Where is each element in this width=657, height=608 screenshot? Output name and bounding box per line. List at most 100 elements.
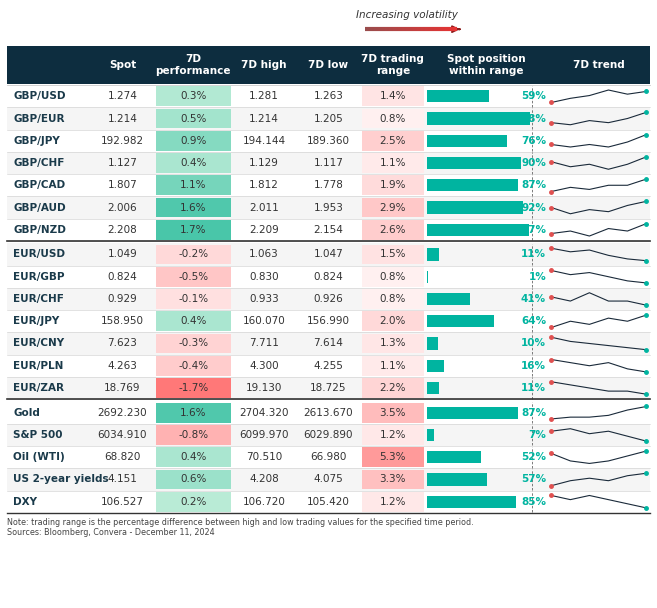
Text: 19.130: 19.130: [246, 383, 283, 393]
Text: 92%: 92%: [521, 202, 546, 213]
Bar: [362, 198, 424, 218]
Bar: [156, 267, 231, 286]
Text: 6029.890: 6029.890: [304, 430, 353, 440]
Bar: [156, 469, 231, 489]
Bar: [156, 86, 231, 106]
Bar: [7, 46, 650, 84]
Text: 0.6%: 0.6%: [180, 474, 206, 485]
Text: 68.820: 68.820: [104, 452, 141, 462]
Text: 1.214: 1.214: [249, 114, 279, 123]
Bar: [156, 447, 231, 467]
Bar: [427, 407, 518, 419]
Text: 1.117: 1.117: [313, 158, 344, 168]
Text: 0.824: 0.824: [313, 272, 344, 282]
Text: 2.154: 2.154: [313, 225, 344, 235]
Text: 1.778: 1.778: [313, 180, 344, 190]
Text: 1.049: 1.049: [108, 249, 137, 260]
Text: 7.614: 7.614: [313, 339, 344, 348]
Bar: [362, 109, 424, 128]
Text: 1.6%: 1.6%: [180, 202, 206, 213]
Bar: [362, 334, 424, 353]
Text: 7.711: 7.711: [249, 339, 279, 348]
Text: 0.9%: 0.9%: [180, 136, 206, 146]
Text: 85%: 85%: [521, 497, 546, 506]
Bar: [362, 425, 424, 445]
Text: 1.1%: 1.1%: [180, 180, 206, 190]
Text: 2.208: 2.208: [108, 225, 137, 235]
Text: 1%: 1%: [528, 272, 546, 282]
Bar: [7, 377, 650, 399]
Text: EUR/USD: EUR/USD: [13, 249, 65, 260]
Bar: [156, 220, 231, 240]
Bar: [362, 244, 424, 264]
Text: 2613.670: 2613.670: [304, 408, 353, 418]
Text: 0.933: 0.933: [249, 294, 279, 304]
Bar: [7, 243, 650, 266]
Bar: [362, 220, 424, 240]
Text: 4.075: 4.075: [313, 474, 344, 485]
Bar: [362, 402, 424, 423]
Text: 2.6%: 2.6%: [380, 225, 406, 235]
Bar: [156, 402, 231, 423]
Text: 192.982: 192.982: [101, 136, 144, 146]
Text: 7%: 7%: [528, 430, 546, 440]
Text: 0.8%: 0.8%: [380, 114, 406, 123]
Text: 6034.910: 6034.910: [98, 430, 147, 440]
Text: 4.151: 4.151: [108, 474, 137, 485]
Text: 57%: 57%: [521, 474, 546, 485]
Text: 1.281: 1.281: [249, 91, 279, 102]
Text: 7D low: 7D low: [308, 60, 349, 70]
Bar: [156, 425, 231, 445]
Text: 11%: 11%: [521, 249, 546, 260]
Bar: [7, 288, 650, 310]
Bar: [156, 289, 231, 309]
Text: 1.5%: 1.5%: [380, 249, 406, 260]
Text: 1.3%: 1.3%: [380, 339, 406, 348]
Text: US 2-year yields: US 2-year yields: [13, 474, 109, 485]
Text: 160.070: 160.070: [242, 316, 286, 326]
Bar: [427, 90, 489, 102]
Text: GBP/JPY: GBP/JPY: [13, 136, 60, 146]
Bar: [156, 153, 231, 173]
Text: 1.812: 1.812: [249, 180, 279, 190]
Text: 4.208: 4.208: [249, 474, 279, 485]
Text: 76%: 76%: [521, 136, 546, 146]
Text: 158.950: 158.950: [101, 316, 144, 326]
Text: Increasing volatility: Increasing volatility: [356, 10, 459, 20]
Text: Sources: Bloomberg, Convera - December 11, 2024: Sources: Bloomberg, Convera - December 1…: [7, 528, 214, 537]
Bar: [427, 201, 523, 213]
Text: 2704.320: 2704.320: [239, 408, 289, 418]
Bar: [156, 198, 231, 218]
Text: 1.7%: 1.7%: [180, 225, 206, 235]
Text: GBP/CAD: GBP/CAD: [13, 180, 65, 190]
Bar: [156, 492, 231, 511]
Text: Gold: Gold: [13, 408, 40, 418]
Text: 87%: 87%: [521, 180, 546, 190]
Text: 1.205: 1.205: [313, 114, 344, 123]
Text: EUR/CNY: EUR/CNY: [13, 339, 64, 348]
Text: 7D high: 7D high: [241, 60, 287, 70]
Bar: [156, 378, 231, 398]
Text: 66.980: 66.980: [310, 452, 347, 462]
Text: 0.4%: 0.4%: [180, 452, 206, 462]
Bar: [7, 152, 650, 174]
Text: 2.006: 2.006: [108, 202, 137, 213]
Text: 0.8%: 0.8%: [380, 272, 406, 282]
Text: 41%: 41%: [521, 294, 546, 304]
Text: 4.255: 4.255: [313, 361, 344, 371]
Bar: [362, 267, 424, 286]
Bar: [156, 109, 231, 128]
Text: EUR/CHF: EUR/CHF: [13, 294, 64, 304]
Bar: [427, 429, 434, 441]
Text: 1.214: 1.214: [108, 114, 137, 123]
Text: 194.144: 194.144: [242, 136, 286, 146]
Text: 3.5%: 3.5%: [380, 408, 406, 418]
Text: Oil (WTI): Oil (WTI): [13, 452, 65, 462]
Text: 18.725: 18.725: [310, 383, 347, 393]
Text: 1.4%: 1.4%: [380, 91, 406, 102]
Bar: [427, 451, 482, 463]
Text: 2.209: 2.209: [249, 225, 279, 235]
Text: 2.011: 2.011: [249, 202, 279, 213]
Text: 105.420: 105.420: [307, 497, 350, 506]
Text: 7D
performance: 7D performance: [156, 54, 231, 75]
